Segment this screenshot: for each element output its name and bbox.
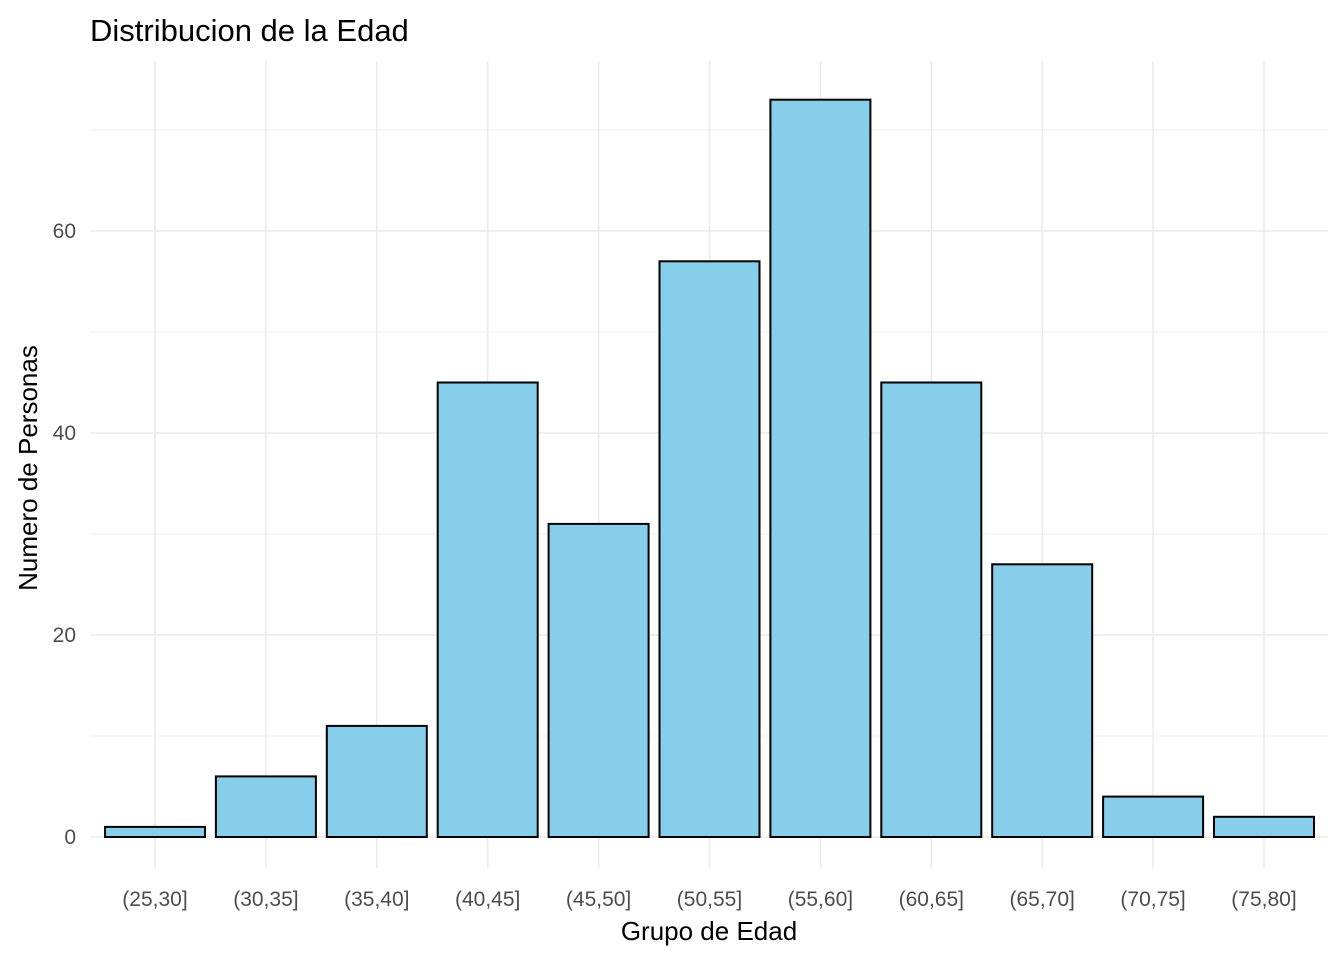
bar-2: [325, 724, 428, 839]
x-tick-label: (25,30]: [122, 888, 187, 911]
bar-7: [880, 381, 983, 838]
bar-4: [547, 522, 650, 839]
x-tick-label: (50,55]: [677, 888, 742, 911]
bar-3: [436, 381, 539, 838]
bar-8: [991, 563, 1094, 838]
bar-5: [658, 260, 761, 838]
x-tick-label: (60,65]: [899, 888, 964, 911]
x-tick-label: (65,70]: [1010, 888, 1075, 911]
y-tick-label: 0: [64, 826, 76, 849]
bar-6: [769, 98, 872, 838]
x-tick-label: (70,75]: [1120, 888, 1185, 911]
y-tick-label: 40: [53, 422, 76, 445]
bar-0: [104, 825, 206, 839]
x-tick-label: (75,80]: [1231, 888, 1296, 911]
bars: [104, 98, 1315, 839]
y-axis-title: Numero de Personas: [13, 345, 43, 591]
bar-1: [214, 775, 317, 839]
bar-9: [1102, 795, 1205, 838]
x-axis-ticks: (25,30] (30,35] (35,40] (40,45] (45,50] (50,5…: [122, 888, 1296, 911]
x-tick-label: (55,60]: [788, 888, 853, 911]
chart-title: Distribucion de la Edad: [90, 13, 409, 48]
x-axis-title: Grupo de Edad: [621, 916, 797, 946]
x-tick-label: (45,50]: [566, 888, 631, 911]
y-tick-label: 60: [53, 220, 76, 243]
y-tick-label: 20: [53, 624, 76, 647]
x-tick-label: (30,35]: [233, 888, 298, 911]
y-axis-ticks: 0 20 40 60: [53, 220, 76, 849]
bar-10: [1213, 815, 1315, 838]
x-tick-label: (35,40]: [344, 888, 409, 911]
x-tick-label: (40,45]: [455, 888, 520, 911]
